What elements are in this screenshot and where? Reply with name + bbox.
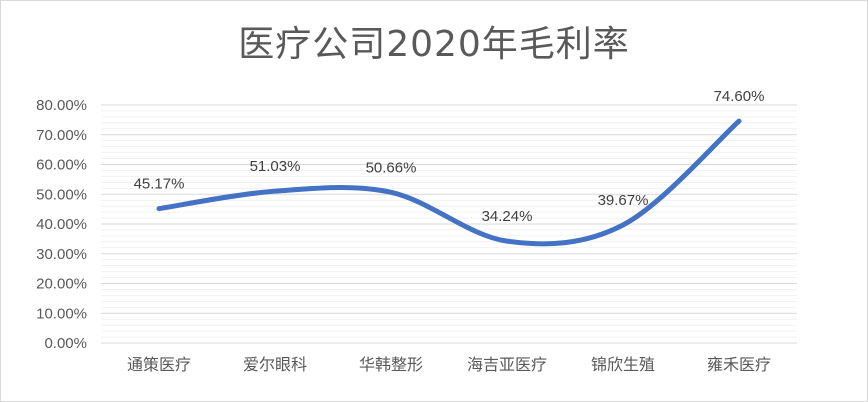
x-category-label: 锦欣生殖 — [591, 355, 655, 374]
y-tick-label: 0.00% — [44, 335, 87, 352]
chart-title: 医疗公司2020年毛利率 — [238, 24, 630, 65]
data-label: 51.03% — [250, 158, 301, 175]
x-category-label: 海吉亚医疗 — [467, 355, 547, 374]
y-tick-label: 60.00% — [36, 157, 87, 174]
y-tick-label: 10.00% — [36, 305, 87, 322]
data-point — [504, 238, 510, 244]
x-category-label: 雍禾医疗 — [707, 355, 771, 374]
data-labels: 45.17% 51.03% 50.66% 34.24% 39.67% 74.60% — [134, 88, 765, 225]
y-tick-label: 70.00% — [36, 127, 87, 144]
y-tick-label: 20.00% — [36, 276, 87, 293]
data-label: 50.66% — [366, 159, 417, 176]
y-tick-label: 30.00% — [36, 246, 87, 263]
data-label: 39.67% — [598, 192, 649, 209]
series-line-group — [156, 118, 742, 247]
x-category-label: 通策医疗 — [127, 355, 191, 374]
y-tick-label: 40.00% — [36, 216, 87, 233]
y-tick-label: 80.00% — [36, 97, 87, 114]
data-label: 74.60% — [714, 88, 765, 105]
data-point — [156, 206, 162, 212]
data-point — [388, 189, 394, 195]
y-axis-ticks: 0.00% 10.00% 20.00% 30.00% 40.00% 50.00% 60.00… — [36, 97, 87, 352]
data-point — [736, 118, 742, 124]
series-line — [156, 118, 742, 247]
data-point — [272, 188, 278, 194]
data-point — [620, 222, 626, 228]
data-label: 45.17% — [134, 176, 185, 193]
gridlines — [101, 104, 797, 344]
y-tick-label: 50.00% — [36, 186, 87, 203]
x-axis-categories: 通策医疗 爱尔眼科 华韩整形 海吉亚医疗 锦欣生殖 雍禾医疗 — [127, 355, 771, 374]
x-category-label: 爱尔眼科 — [243, 355, 307, 374]
data-label: 34.24% — [482, 208, 533, 225]
x-category-label: 华韩整形 — [359, 355, 423, 374]
